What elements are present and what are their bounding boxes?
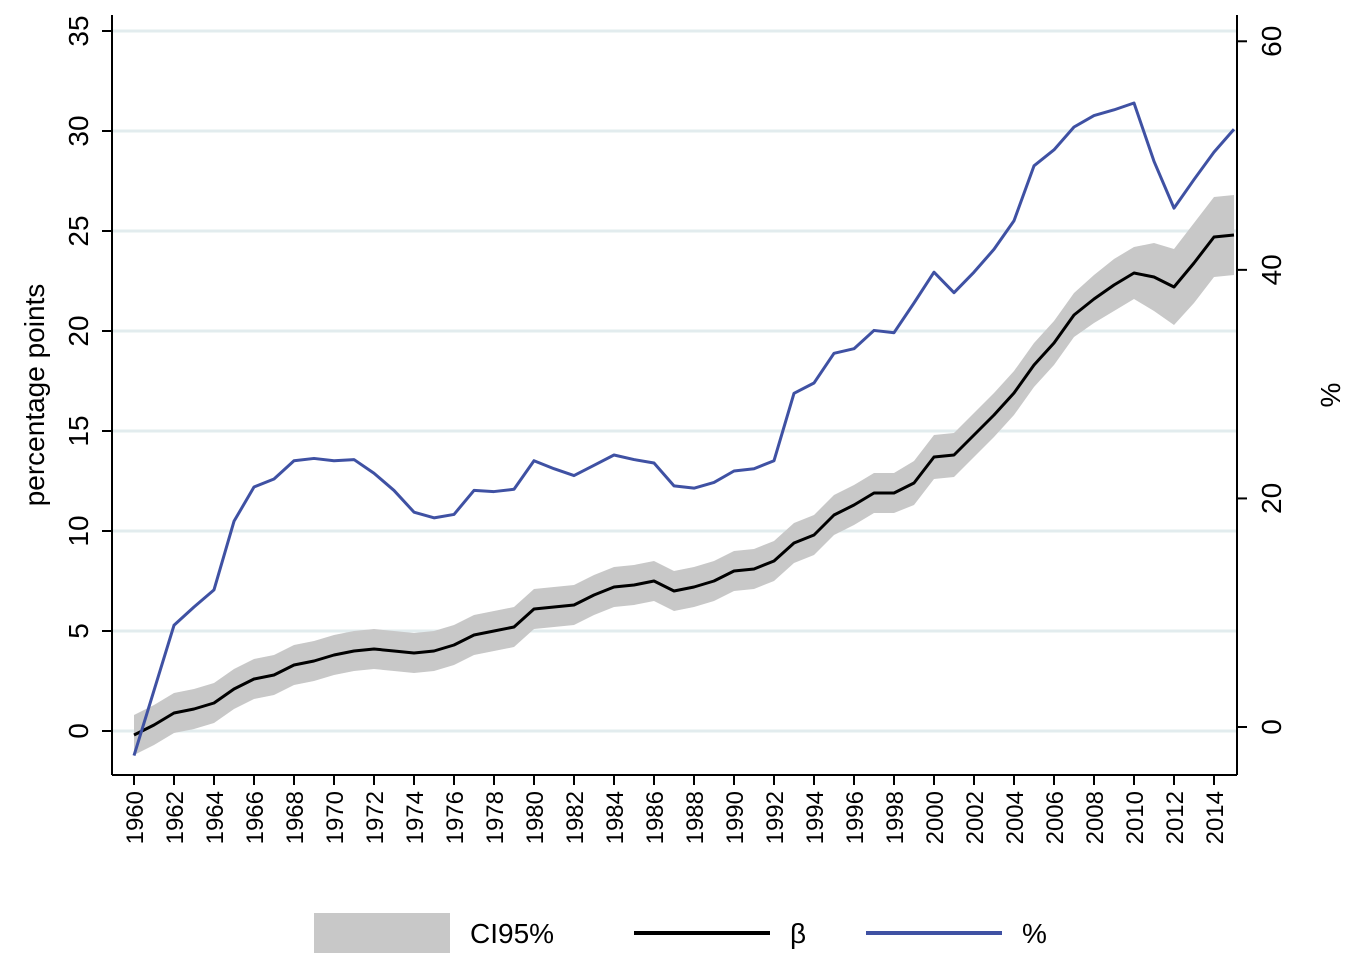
y-tick-label: 5 [63,623,94,639]
line [133,233,1235,737]
y-tick-label: 30 [63,115,94,146]
x-tick-label: 1972 [362,791,389,844]
x-tick-label: 1990 [722,791,749,844]
x-tick-label: 2002 [962,791,989,844]
x-tick-label: 2006 [1042,791,1069,844]
y-tick-label: 35 [63,15,94,46]
y-tick-label: 10 [63,515,94,546]
y2-axis-label: % [1315,383,1346,408]
x-tick-label: 1998 [882,791,909,844]
x-tick-label: 1970 [322,791,349,844]
x-tick-label: 1964 [202,791,229,844]
x-tick-label: 2014 [1202,791,1229,844]
y2-tick-label: 60 [1256,26,1287,57]
x-tick-label: 2008 [1082,791,1109,844]
legend-swatch [314,913,450,953]
x-tick-label: 1982 [562,791,589,844]
line [132,101,1236,757]
x-tick-label: 1996 [842,791,869,844]
x-tick-label: 2010 [1122,791,1149,844]
y2-tick-label: 20 [1256,483,1287,514]
legend-label: % [1022,918,1047,949]
x-tick-label: 1978 [482,791,509,844]
x-tick-label: 1976 [442,791,469,844]
x-tick-label: 2012 [1162,791,1189,844]
x-tick-label: 1980 [522,791,549,844]
x-tick-label: 1986 [642,791,669,844]
ci-band [134,195,1234,755]
y-tick-label: 0 [63,723,94,739]
legend-label: β [790,918,806,949]
y-tick-label: 20 [63,315,94,346]
x-tick-label: 1960 [122,791,149,844]
x-tick-label: 1984 [602,791,629,844]
x-tick-label: 1974 [402,791,429,844]
x-tick-label: 1968 [282,791,309,844]
x-tick-label: 2000 [922,791,949,844]
legend-label: CI95% [470,918,554,949]
y-tick-label: 25 [63,215,94,246]
x-tick-label: 1988 [682,791,709,844]
x-tick-label: 1992 [762,791,789,844]
y2-tick-label: 0 [1256,719,1287,735]
y-tick-label: 15 [63,415,94,446]
x-tick-label: 2004 [1002,791,1029,844]
x-tick-label: 1966 [242,791,269,844]
x-tick-label: 1962 [162,791,189,844]
x-tick-label: 1994 [802,791,829,844]
y2-tick-label: 40 [1256,254,1287,285]
y-axis-label: percentage points [19,284,50,507]
